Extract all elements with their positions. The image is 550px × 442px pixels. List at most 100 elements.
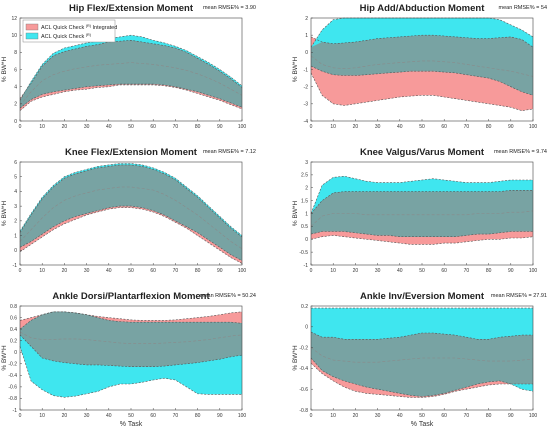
y-tick-label: 0.5	[301, 224, 308, 230]
y-tick-label: -4	[304, 119, 309, 125]
mean-line	[310, 210, 534, 227]
x-tick-label: 30	[84, 268, 90, 274]
x-tick-label: 70	[464, 124, 470, 130]
y-tick-label: 0	[14, 248, 17, 254]
y-tick-label: 2	[14, 102, 17, 108]
y-tick-label: 0.6	[10, 315, 17, 321]
band-edge-line	[310, 34, 534, 48]
chart-title: Hip Flex/Extension Moment	[69, 3, 194, 14]
x-tick-label: 60	[150, 124, 156, 130]
y-tick-label: 0.2	[301, 304, 308, 310]
legend-label: ACL Quick Check (R)	[41, 33, 92, 40]
mean-line	[19, 186, 243, 250]
x-tick-label: 60	[441, 268, 447, 274]
x-tick-label: 0	[310, 124, 313, 130]
band-edge-line	[19, 164, 243, 238]
x-tick-label: 20	[353, 268, 359, 274]
y-tick-label: 1	[14, 233, 17, 239]
x-tick-label: 40	[106, 268, 112, 274]
x-tick-label: 0	[310, 413, 313, 419]
x-tick-label: 10	[330, 124, 336, 130]
x-tick-label: 90	[508, 268, 514, 274]
x-tick-label: 50	[128, 413, 134, 419]
y-tick-label: 3	[305, 160, 308, 166]
legend: ACL Quick Check (R) Integrated ACL Quick C…	[22, 19, 117, 43]
legend-swatch	[25, 32, 39, 40]
y-axis-label: % BW*H	[292, 345, 299, 371]
x-tick-label: 70	[173, 413, 179, 419]
mean-line	[19, 62, 243, 106]
band-edge-line	[19, 163, 243, 236]
band-edge-line	[310, 231, 533, 237]
x-tick-label: 90	[217, 124, 223, 130]
y-tick-label: 0	[305, 325, 308, 331]
y-tick-label: 4	[14, 84, 17, 90]
x-tick-label: 50	[419, 268, 425, 274]
band-edge-line	[19, 207, 243, 264]
mean-line	[310, 347, 534, 363]
y-tick-label: 2.5	[301, 173, 308, 179]
x-tick-label: 50	[128, 124, 134, 130]
y-tick-label: 1	[305, 211, 308, 217]
y-tick-label: 3	[14, 204, 17, 210]
x-tick-label: 90	[508, 124, 514, 130]
chart-panel-1: Hip Flex/Extension Moment mean RMSE% = 3.…	[1, 3, 256, 130]
y-tick-label: -0.4	[299, 366, 308, 372]
x-tick-label: 60	[150, 268, 156, 274]
x-tick-label: 0	[19, 268, 22, 274]
x-tick-label: 40	[106, 413, 112, 419]
x-tick-label: 10	[39, 268, 45, 274]
y-tick-label: 6	[14, 67, 17, 73]
x-tick-label: 20	[353, 124, 359, 130]
y-tick-label: 12	[11, 16, 17, 22]
rmse-label: mean RMSE% = 7.12	[203, 149, 256, 155]
band-edge-line	[310, 65, 534, 96]
band-edge-line	[19, 311, 243, 321]
band-edge-line	[19, 84, 243, 111]
y-tick-label: 2	[305, 186, 308, 192]
x-axis-label: % Task	[120, 421, 143, 428]
rmse-label: mean RMSE% = 27.91	[491, 293, 547, 299]
x-tick-label: 60	[150, 413, 156, 419]
x-tick-label: 20	[62, 268, 68, 274]
rmse-label: mean RMSE% = 50.24	[200, 293, 256, 299]
rmse-label: mean RMSE% = 54	[499, 5, 547, 11]
chart-title: Hip Add/Abduction Moment	[360, 3, 486, 14]
legend-box	[22, 19, 116, 43]
chart-panel-3: Knee Flex/Extension Moment mean RMSE% = 7…	[1, 147, 256, 274]
band-edge-line	[19, 346, 242, 398]
band-overlap	[311, 332, 533, 397]
x-tick-label: 100	[238, 124, 247, 130]
x-tick-label: 80	[195, 124, 201, 130]
x-tick-label: 100	[529, 124, 538, 130]
x-tick-label: 70	[173, 124, 179, 130]
y-tick-label: -1	[304, 67, 309, 73]
x-tick-label: 100	[529, 268, 538, 274]
x-tick-label: 30	[375, 268, 381, 274]
y-axis-label: % BW*H	[292, 57, 299, 83]
y-axis-label: % BW*H	[1, 201, 8, 227]
band-overlap	[311, 190, 533, 237]
band-edge-line	[310, 72, 534, 112]
x-tick-label: 0	[19, 124, 22, 130]
x-tick-label: 30	[375, 124, 381, 130]
y-tick-label: 1.5	[301, 198, 308, 204]
x-tick-label: 50	[128, 268, 134, 274]
y-tick-label: -0.5	[299, 250, 308, 256]
mean-line	[19, 331, 243, 344]
y-tick-label: -2	[304, 84, 309, 90]
y-tick-label: -0.6	[299, 387, 308, 393]
y-tick-label: 0	[14, 350, 17, 356]
y-tick-label: 0	[305, 50, 308, 56]
legend-swatch	[25, 23, 39, 31]
band-edge-line	[310, 190, 533, 214]
x-tick-label: 20	[62, 124, 68, 130]
y-tick-label: 5	[14, 175, 17, 181]
chart-title: Ankle Inv/Eversion Moment	[360, 291, 485, 302]
y-tick-label: 0.8	[10, 304, 17, 310]
y-tick-label: -0.8	[8, 396, 17, 402]
y-tick-label: 4	[14, 189, 17, 195]
legend-label: ACL Quick Check (R) Integrated	[41, 24, 117, 31]
x-tick-label: 100	[238, 268, 247, 274]
